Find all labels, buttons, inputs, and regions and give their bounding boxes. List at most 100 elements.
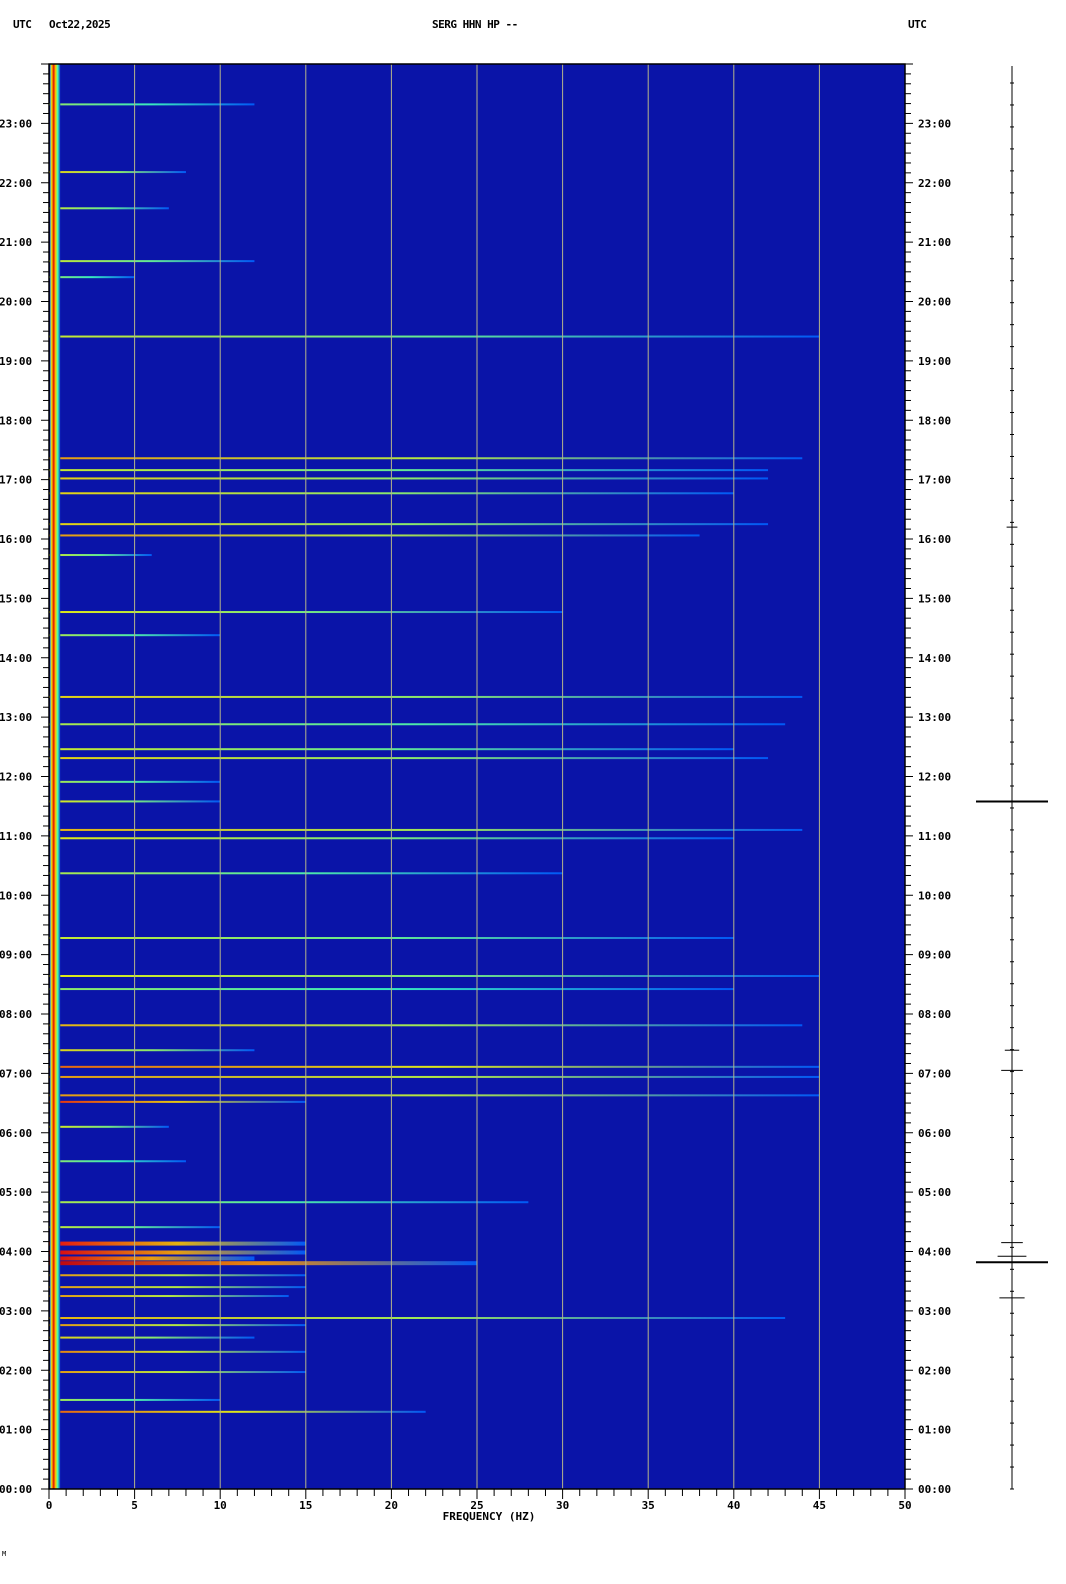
y-tick-label-right: 17:00: [918, 474, 951, 487]
x-tick-label: 40: [727, 1499, 740, 1512]
spectral-band: [49, 1371, 306, 1374]
y-tick-label-right: 20:00: [918, 296, 951, 309]
y-tick-label-right: 01:00: [918, 1424, 951, 1437]
spectral-band: [49, 1286, 306, 1289]
spectral-band: [49, 1256, 255, 1261]
x-tick-label: 10: [214, 1499, 227, 1512]
spectral-band: [49, 477, 769, 480]
spectral-band: [49, 757, 769, 760]
y-tick-label-left: 09:00: [0, 949, 32, 962]
date-label: Oct22,2025: [49, 18, 111, 31]
spectral-band: [49, 469, 769, 472]
y-tick-label-left: 22:00: [0, 177, 32, 190]
y-tick-label-right: 10:00: [918, 889, 951, 902]
x-tick-label: 30: [556, 1499, 569, 1512]
spectral-band: [49, 103, 255, 106]
spectral-band: [49, 1317, 786, 1319]
seismogram-trace: [976, 66, 1048, 1490]
y-tick-label-left: 01:00: [0, 1424, 32, 1437]
y-tick-label-right: 00:00: [918, 1483, 951, 1496]
spectral-band: [49, 1075, 820, 1078]
y-tick-label-right: 03:00: [918, 1305, 951, 1318]
spectral-band: [49, 171, 186, 174]
spectral-band: [49, 1160, 186, 1163]
spectral-band: [49, 828, 803, 831]
x-tick-label: 35: [642, 1499, 655, 1512]
spectral-band: [49, 335, 820, 338]
y-tick-label-left: 08:00: [0, 1008, 32, 1021]
y-tick-label-left: 18:00: [0, 414, 32, 427]
spectral-band: [49, 1024, 803, 1027]
spectral-band: [49, 1324, 306, 1327]
spectral-band: [49, 1065, 820, 1068]
spectral-band: [49, 1100, 306, 1103]
y-tick-label-left: 21:00: [0, 236, 32, 249]
y-tick-label-left: 19:00: [0, 355, 32, 368]
y-tick-label-left: 11:00: [0, 830, 32, 843]
y-tick-label-left: 13:00: [0, 711, 32, 724]
y-tick-label-right: 02:00: [918, 1364, 951, 1377]
spectral-band: [49, 975, 820, 977]
y-tick-label-left: 06:00: [0, 1127, 32, 1140]
spectral-band: [49, 1250, 306, 1255]
y-tick-label-right: 18:00: [918, 414, 951, 427]
y-tick-label-left: 17:00: [0, 474, 32, 487]
x-axis-label: FREQUENCY (HZ): [443, 1510, 536, 1523]
y-tick-label-right: 06:00: [918, 1127, 951, 1140]
x-tick-label: 5: [131, 1499, 138, 1512]
spectral-band: [49, 1410, 426, 1413]
y-tick-label-right: 16:00: [918, 533, 951, 546]
y-tick-label-right: 13:00: [918, 711, 951, 724]
y-tick-label-right: 22:00: [918, 177, 951, 190]
spectral-band: [49, 523, 769, 526]
y-tick-label-left: 00:00: [0, 1483, 32, 1496]
y-tick-label-left: 23:00: [0, 117, 32, 130]
station-label: SERG HHN HP --: [432, 18, 518, 31]
spectral-band: [49, 457, 803, 460]
spectral-band: [49, 1336, 255, 1339]
y-tick-label-right: 09:00: [918, 949, 951, 962]
x-tick-label: 50: [898, 1499, 911, 1512]
y-tick-label-left: 10:00: [0, 889, 32, 902]
y-tick-label-right: 05:00: [918, 1186, 951, 1199]
y-tick-label-left: 05:00: [0, 1186, 32, 1199]
y-tick-label-right: 23:00: [918, 117, 951, 130]
right-timezone-label: UTC: [908, 18, 927, 31]
y-tick-label-left: 15:00: [0, 592, 32, 605]
spectral-band: [49, 1201, 529, 1204]
spectral-band: [49, 207, 169, 210]
y-tick-label-right: 07:00: [918, 1067, 951, 1080]
y-tick-label-left: 20:00: [0, 296, 32, 309]
y-tick-label-right: 19:00: [918, 355, 951, 368]
low-frequency-band: [50, 64, 61, 1489]
spectral-band: [49, 695, 803, 698]
y-tick-label-right: 11:00: [918, 830, 951, 843]
y-tick-label-right: 12:00: [918, 771, 951, 784]
y-tick-label-left: 02:00: [0, 1364, 32, 1377]
spectral-band: [49, 276, 135, 279]
spectral-band: [49, 1094, 820, 1097]
y-tick-label-left: 04:00: [0, 1246, 32, 1259]
y-tick-label-left: 12:00: [0, 771, 32, 784]
spectral-band: [49, 1274, 306, 1277]
spectral-band: [49, 723, 786, 726]
spectral-band: [49, 1049, 255, 1052]
x-tick-label: 20: [385, 1499, 398, 1512]
y-tick-label-left: 07:00: [0, 1067, 32, 1080]
spectral-band: [49, 1241, 306, 1246]
spectral-band: [49, 554, 152, 557]
spectral-band: [49, 1261, 477, 1266]
left-timezone-label: UTC: [13, 18, 32, 31]
spectral-band: [49, 1125, 169, 1128]
x-tick-label: 45: [813, 1499, 826, 1512]
y-tick-label-right: 21:00: [918, 236, 951, 249]
spectral-band: [49, 1295, 289, 1298]
x-tick-label: 25: [470, 1499, 483, 1512]
spectral-band: [49, 1350, 306, 1353]
x-tick-label: 15: [299, 1499, 312, 1512]
y-tick-label-left: 14:00: [0, 652, 32, 665]
y-tick-label-left: 16:00: [0, 533, 32, 546]
corner-mark: M: [2, 1550, 7, 1558]
x-tick-label: 0: [46, 1499, 53, 1512]
